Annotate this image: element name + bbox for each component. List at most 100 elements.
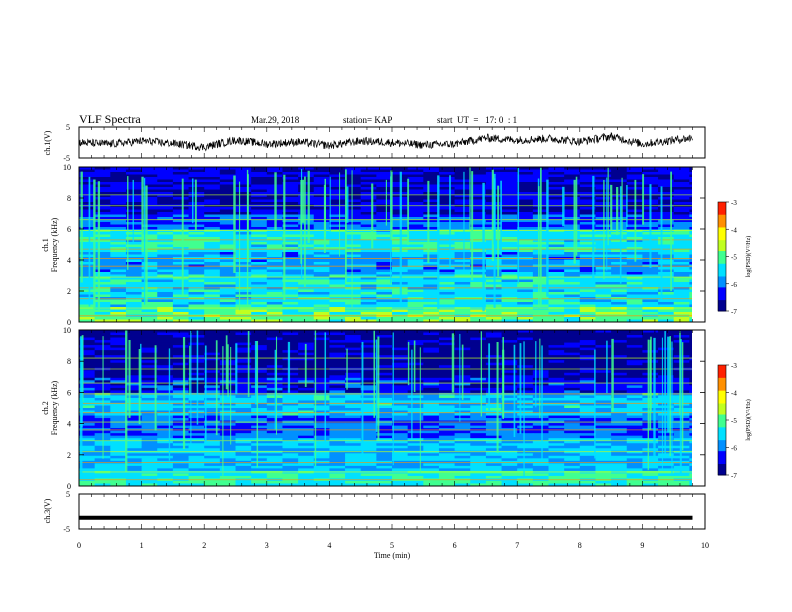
spectrogram-cell [407, 395, 424, 399]
spectrogram-cell [673, 312, 690, 315]
spectrogram-cell [266, 345, 283, 349]
spectrogram-cell [392, 342, 409, 346]
spectrogram-cell [548, 337, 565, 341]
spectrogram-cell [470, 475, 487, 479]
spectrogram-cell [188, 450, 205, 454]
spectrogram-cell [141, 435, 158, 439]
spectrogram-cell [141, 332, 158, 336]
spectrogram-cell [611, 385, 628, 389]
spectrogram-cell [204, 332, 221, 336]
spectrogram-cell [282, 435, 299, 439]
spectrogram-cell [282, 345, 299, 349]
spectrogram-cell [345, 355, 362, 359]
spectrogram-cell [658, 375, 675, 379]
spectrogram-cell [611, 377, 628, 381]
spectrogram-cell [611, 387, 628, 391]
spectrogram-cell [517, 480, 534, 484]
spectrogram-cell [626, 430, 643, 434]
spectrogram-cell [360, 375, 377, 379]
spectrogram-cell [110, 423, 127, 427]
spectrogram-cell [298, 410, 315, 414]
spectrogram-cell [345, 212, 362, 215]
spectrogram-cell [423, 450, 440, 454]
spectrogram-cell [658, 397, 675, 401]
spectrogram-cell [579, 287, 596, 290]
spectrogram-cell [141, 249, 158, 253]
spectrogram-cell [626, 435, 643, 439]
spectrogram-cell [313, 390, 330, 394]
spectrogram-cell [251, 207, 268, 210]
spectrogram-cell [517, 330, 534, 334]
spectrogram-cell [485, 397, 503, 401]
spectrogram-cell [282, 232, 299, 235]
spectrogram-cell [329, 262, 346, 265]
spectrogram-cell [251, 450, 268, 454]
spectrogram-cell [313, 415, 330, 419]
spectrogram-cell [235, 395, 252, 399]
spectrogram-cell [110, 279, 127, 283]
spectrogram-cell [454, 212, 471, 215]
spectrogram-cell [564, 445, 581, 449]
spectrogram-cell [329, 289, 346, 293]
spectrogram-cell [266, 234, 283, 238]
spectrogram-cell [548, 244, 565, 248]
spectrogram-cell [141, 342, 158, 346]
spectrogram-cell [141, 463, 158, 467]
spectrogram-cell [204, 397, 221, 401]
spectrogram-cell [157, 197, 174, 200]
spectrogram-cell [282, 458, 299, 462]
spectrogram-cell [172, 480, 190, 484]
spectrogram-cell [172, 453, 190, 457]
spectrogram-cell [313, 463, 330, 467]
spectrogram-cell [517, 360, 534, 364]
spectrogram-cell [251, 352, 268, 356]
spectrogram-cell [673, 184, 690, 188]
spectrogram-cell [157, 177, 174, 180]
spectrogram-cell [470, 443, 487, 447]
spectrogram-cell [626, 360, 643, 364]
spectrogram-cell [94, 259, 111, 263]
spectrogram-cell [219, 259, 236, 263]
spectrogram-cell [611, 174, 628, 178]
spectrogram-cell [517, 372, 534, 376]
spectrogram-cell [438, 375, 456, 379]
spectrogram-cell [407, 262, 424, 265]
spectrogram-cell [423, 219, 440, 223]
spectrogram-cell [658, 214, 675, 218]
spectrogram-cell [188, 433, 205, 437]
spectrogram-cell [611, 179, 628, 183]
spectrogram-cell [329, 443, 346, 447]
spectrogram-cell [172, 194, 190, 198]
spectrogram-cell [282, 254, 299, 258]
spectrogram-cell [125, 222, 143, 225]
spectrogram-cell [282, 465, 299, 469]
spectrogram-cell [282, 169, 299, 173]
spectrogram-cell [329, 423, 346, 427]
spectrogram-cell [658, 357, 675, 361]
spectrogram-cell [251, 402, 268, 406]
spectrogram-cell [501, 395, 518, 399]
spectrogram-cell [125, 382, 143, 386]
spectrogram-cell [251, 247, 268, 250]
spectrogram-cell [219, 443, 236, 447]
spectrogram-cell [548, 282, 565, 285]
spectrogram-cell [313, 375, 330, 379]
spectrogram-cell [266, 453, 283, 457]
spectrogram-cell [282, 277, 299, 280]
spectrogram-cell [282, 202, 299, 205]
spectrogram-cell [235, 480, 252, 484]
spectrogram-cell [642, 330, 659, 334]
spectrogram-cell [376, 340, 393, 344]
spectrogram-cell [125, 294, 143, 298]
spectrogram-cell [266, 282, 283, 285]
spectrogram-cell [313, 232, 330, 235]
spectrogram-cell [407, 468, 424, 472]
spectrogram-cell [423, 302, 440, 305]
spectrogram-cell [658, 415, 675, 419]
spectrogram-cell [454, 254, 471, 258]
spectrogram-cell [501, 284, 518, 288]
spectrogram-cell [110, 465, 127, 469]
spectrogram-cell [501, 425, 518, 429]
spectrogram-cell [470, 249, 487, 253]
spectrogram-cell [360, 212, 377, 215]
